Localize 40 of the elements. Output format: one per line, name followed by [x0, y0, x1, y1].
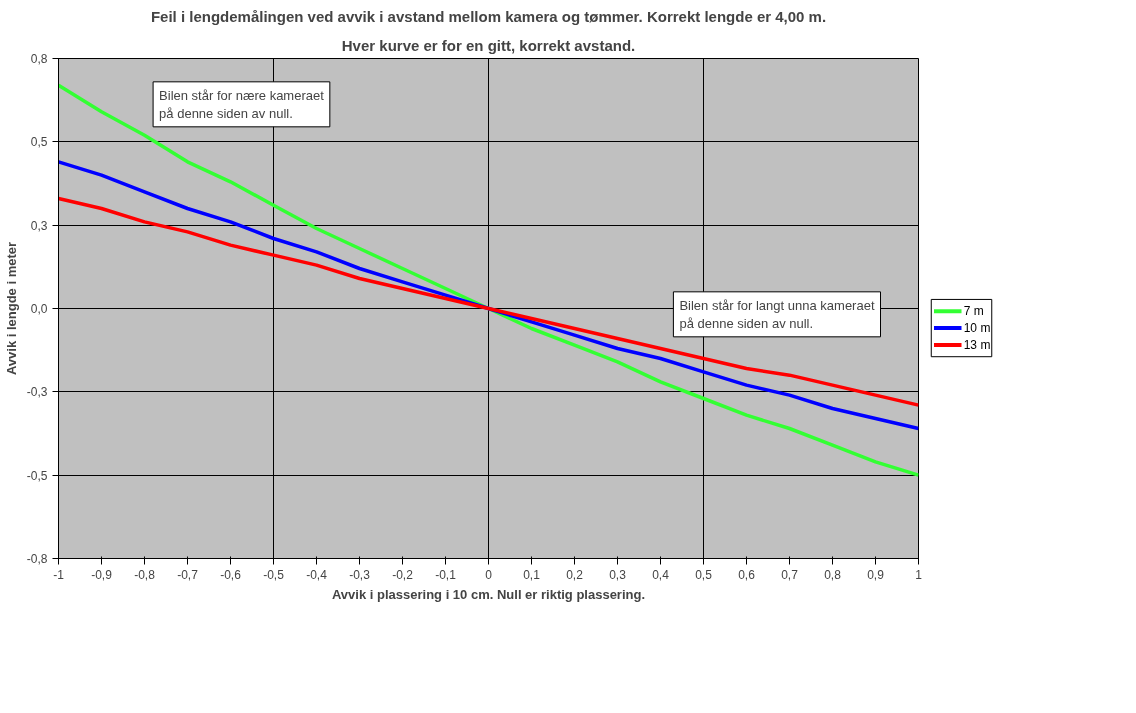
x-tick-label: 0,6 [738, 567, 756, 582]
legend-label: 13 m [963, 337, 991, 352]
line-series [58, 83, 919, 477]
x-tick-label: 0,2 [566, 567, 584, 582]
y-tick-label: -0,8 [26, 552, 48, 566]
y-tick-label: -0,5 [26, 468, 48, 483]
x-tick-label: -0,9 [91, 567, 113, 582]
x-tick-label: -0,7 [177, 567, 199, 582]
x-tick-label: 0,5 [695, 567, 713, 582]
x-tick-label: 0 [485, 567, 493, 582]
legend-label: 10 m [963, 321, 991, 336]
x-tick-label: 0,3 [609, 567, 627, 582]
y-tick-label: 0,8 [30, 52, 48, 66]
chart-title: Feil i lengdemålingen ved avvik i avstand mellom kamera og tømmer. Korrekt lengde er 4,00 m. [150, 7, 827, 25]
chart-subtitle: Hver kurve er for en gitt, korrekt avstand. [341, 36, 636, 54]
x-tick-label: -0,2 [392, 567, 414, 582]
y-tick-label: -0,3 [26, 385, 48, 400]
x-tick-label: -0,6 [220, 567, 242, 582]
y-axis-title: Avvik i lengde i meter [3, 241, 19, 376]
line-series [58, 160, 919, 431]
x-tick-label: 0,1 [523, 567, 541, 582]
x-tick-label: 0,8 [824, 567, 842, 582]
x-tick-label: 1 [915, 567, 923, 582]
x-tick-label: -0,4 [306, 567, 328, 582]
annotation: Bilen står for nære kameraet på denne siden av null. [159, 87, 325, 121]
x-tick-label: -0,5 [263, 567, 285, 582]
y-tick-label: 0,3 [30, 218, 48, 233]
y-tick-label: 0,0 [30, 302, 48, 316]
x-tick-label: -1 [53, 567, 65, 582]
x-tick-label: -0,8 [134, 567, 156, 582]
x-tick-label: 0,7 [781, 567, 799, 582]
x-tick-label: -0,1 [435, 567, 457, 582]
x-tick-label: -0,3 [349, 567, 371, 582]
annotation: Bilen står for langt unna kameraet på denne siden av null. [679, 297, 875, 331]
y-tick-label: 0,5 [30, 135, 48, 150]
x-axis-title: Avvik i plassering i 10 cm. Null er riktig plassering. [331, 586, 646, 602]
x-tick-label: 0,9 [867, 567, 885, 582]
legend-label: 7 m [963, 304, 984, 319]
line-series [58, 196, 919, 407]
x-tick-label: 0,4 [652, 567, 670, 582]
